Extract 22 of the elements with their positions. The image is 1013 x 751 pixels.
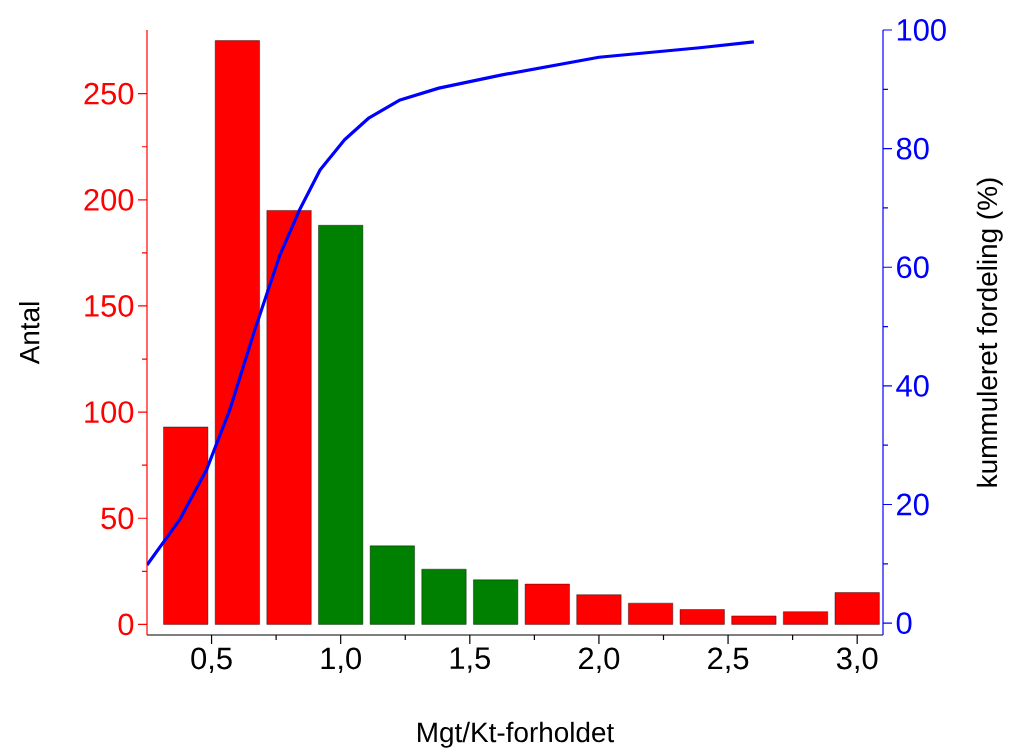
y2-tick-label: 40 (896, 374, 929, 397)
y-tick-label: 0 (118, 613, 134, 636)
y-tick-label: 100 (85, 401, 134, 424)
y2-tick-label: 60 (897, 256, 929, 279)
y2-axis-title: kummuleret fordeling (%) (976, 178, 1003, 487)
x-tick-label: 1,5 (450, 647, 490, 673)
y-tick-label: 150 (85, 295, 134, 317)
x-axis-title: Mgt/Kt-forholdet (418, 721, 615, 748)
y-axis-title: Antal (19, 302, 40, 365)
x-tick-label: 2,0 (579, 647, 620, 674)
y-tick-label: 200 (84, 188, 134, 211)
y2-tick-label: 100 (897, 19, 946, 41)
y-tick-label: 250 (84, 82, 134, 105)
x-tick-label: 0,5 (191, 647, 232, 674)
x-tick-label: 3,0 (836, 647, 878, 674)
y2-tick-label: 20 (897, 493, 929, 516)
y2-tick-label: 0 (896, 612, 912, 635)
x-tick-label: 1,0 (321, 647, 361, 674)
x-tick-label: 2,5 (708, 647, 749, 674)
line-series (147, 40, 756, 567)
y-tick-label: 50 (101, 507, 134, 530)
y2-tick-label: 80 (896, 137, 929, 160)
